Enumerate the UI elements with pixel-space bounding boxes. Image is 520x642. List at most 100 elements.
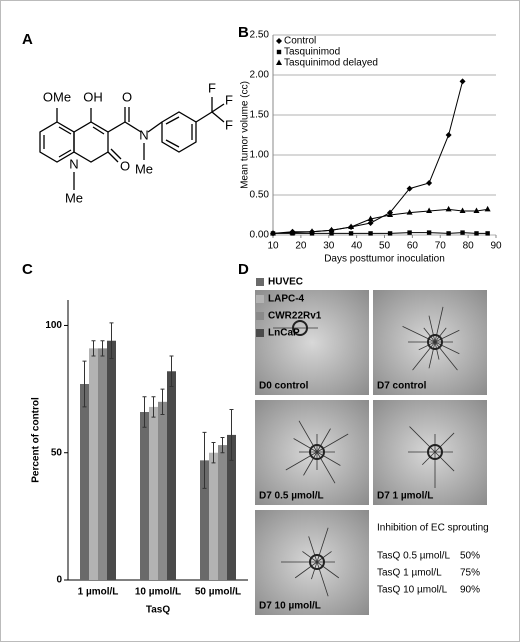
x-tick-label: 10 µmol/L	[135, 587, 181, 598]
sprout	[428, 315, 436, 343]
sprout	[316, 451, 336, 484]
sprout	[428, 341, 436, 369]
spheroid	[309, 554, 325, 570]
micrograph	[255, 400, 369, 505]
legend-marker	[276, 49, 282, 55]
atom-label: Me	[135, 161, 153, 176]
legend-label: Control	[284, 36, 316, 47]
atom-label: N	[69, 156, 78, 171]
bar	[158, 401, 167, 580]
bar	[149, 406, 158, 580]
x-tick-label: 1 µmol/L	[78, 587, 119, 598]
image-label: D7 0.5 µmol/L	[259, 491, 324, 502]
sprout	[285, 451, 318, 471]
marker	[387, 211, 394, 217]
marker	[460, 230, 465, 235]
sprout	[303, 451, 318, 476]
atom-label: F	[208, 80, 216, 95]
sprout	[316, 433, 349, 453]
marker	[329, 231, 334, 236]
marker	[348, 231, 354, 236]
marker	[328, 226, 335, 233]
sprout	[421, 451, 436, 466]
table-title: Inhibition of EC sprouting	[377, 523, 489, 534]
sprout	[316, 527, 329, 563]
marker	[387, 231, 393, 236]
marker	[407, 230, 412, 235]
micrograph	[373, 290, 487, 395]
marker	[367, 215, 374, 221]
legend-marker	[276, 59, 282, 65]
sprout	[316, 561, 340, 579]
x-tick-label: 90	[490, 241, 502, 252]
legend-swatch	[256, 278, 264, 286]
error-bar	[100, 340, 105, 357]
y-tick-label: 0.00	[250, 230, 270, 241]
error-bar	[211, 442, 216, 464]
marker	[270, 229, 276, 236]
bar	[80, 384, 89, 580]
atom-label: N	[139, 127, 148, 142]
marker	[474, 231, 479, 236]
legend-label: LnCaP	[268, 328, 300, 339]
table-cell: TasQ 1 µmol/L	[377, 568, 442, 579]
y-tick-label: 0	[56, 575, 62, 586]
bar	[140, 412, 149, 580]
panel-label: C	[22, 261, 33, 278]
marker	[459, 207, 466, 213]
x-axis-label: Days posttumor inoculation	[324, 254, 445, 265]
sprout	[402, 326, 436, 343]
error-bar	[169, 355, 174, 388]
error-bar	[109, 322, 114, 360]
panel-label: B	[238, 24, 249, 41]
legend-label: Tasquinimod delayed	[284, 58, 378, 69]
atom-label: F	[225, 92, 233, 107]
table-cell: TasQ 10 µmol/L	[377, 585, 448, 596]
x-tick-label: 30	[323, 241, 335, 252]
bar	[167, 371, 176, 580]
sprout	[316, 428, 331, 453]
image-label: D7 10 µmol/L	[259, 601, 321, 612]
spheroid	[427, 334, 443, 350]
table-cell: 75%	[460, 568, 480, 579]
error-bar	[151, 396, 156, 418]
marker	[426, 207, 433, 213]
x-tick-label: 50 µmol/L	[195, 587, 241, 598]
y-tick-label: 50	[51, 447, 63, 458]
marker	[406, 185, 413, 192]
marker	[406, 209, 413, 215]
spheroid	[309, 444, 325, 460]
micrograph	[373, 400, 487, 505]
sprout	[418, 341, 436, 351]
sprout	[316, 561, 329, 597]
sprouting-table: Inhibition of EC sprouting TasQ 0.5 µmol…	[377, 523, 489, 596]
bar	[200, 460, 209, 580]
y-tick-label: 1.00	[250, 150, 270, 161]
sprout	[293, 438, 318, 453]
marker	[485, 231, 490, 236]
chemical-structure: OMe OH O N Me O N Me F F F	[39, 80, 233, 205]
x-tick-label: 50	[379, 241, 391, 252]
sprout	[434, 306, 444, 343]
legend-swatch	[256, 295, 264, 303]
error-bar	[202, 431, 207, 489]
sprout	[434, 327, 447, 343]
error-bar	[82, 360, 87, 408]
y-tick-label: 2.00	[250, 70, 270, 81]
atom-label: OMe	[43, 89, 71, 104]
error-bar	[160, 388, 165, 416]
bar	[107, 340, 116, 580]
sprout	[316, 551, 332, 563]
y-tick-label: 1.50	[250, 110, 270, 121]
bar	[218, 445, 227, 580]
image-label: D0 control	[259, 381, 309, 392]
error-bar	[142, 396, 147, 428]
error-bar	[220, 436, 225, 454]
error-bar	[229, 408, 234, 461]
image-label: D7 control	[377, 381, 427, 392]
atom-label: O	[120, 158, 130, 173]
micrographs: D0 control D7 control D7 0.5 µmol/L D7 1 µm…	[255, 290, 487, 615]
panel-label: A	[22, 31, 33, 48]
table-cell: 90%	[460, 585, 480, 596]
x-axis-label: TasQ	[146, 605, 170, 616]
